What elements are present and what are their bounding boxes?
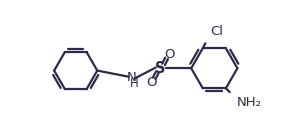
Text: Cl: Cl	[210, 25, 223, 38]
Text: N: N	[126, 71, 136, 84]
Text: O: O	[146, 76, 157, 89]
Text: S: S	[155, 61, 166, 76]
Text: O: O	[164, 48, 175, 61]
Text: NH₂: NH₂	[237, 96, 262, 109]
Text: H: H	[130, 77, 139, 90]
